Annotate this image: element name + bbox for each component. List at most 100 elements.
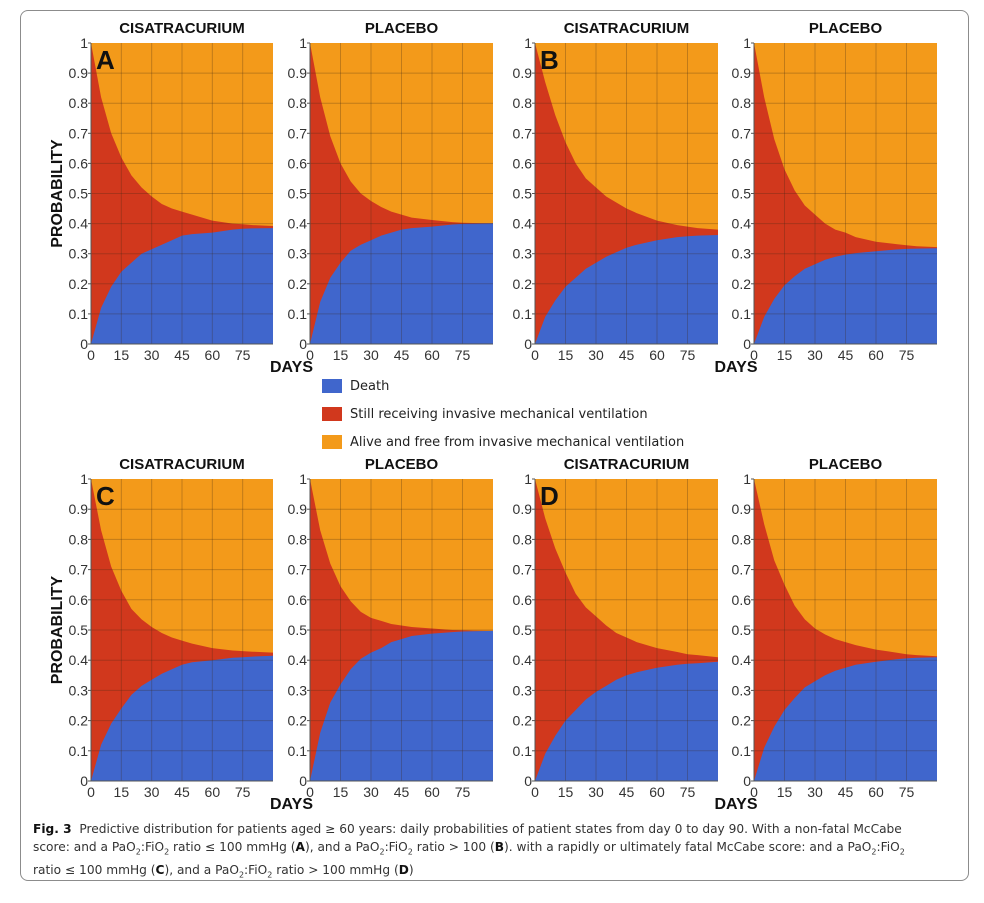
y-axis-title: PROBABILITY xyxy=(49,575,66,684)
y-tick-label: 0.9 xyxy=(69,65,89,81)
y-tick-label: 0.4 xyxy=(288,216,308,232)
subscript: 2 xyxy=(407,847,413,857)
x-tick-label: 75 xyxy=(235,784,251,800)
x-tick-label: 15 xyxy=(333,347,349,363)
y-tick-label: 0.6 xyxy=(513,155,533,171)
x-tick-label: 0 xyxy=(531,784,539,800)
x-tick-label: 60 xyxy=(205,784,221,800)
x-tick-label: 30 xyxy=(144,347,160,363)
y-tick-label: 0.8 xyxy=(732,95,752,111)
panel-title: CISATRACURIUM xyxy=(119,20,245,37)
y-tick-label: 0.8 xyxy=(69,531,89,547)
caption-text: :FiO xyxy=(140,840,165,854)
y-tick-label: 0.2 xyxy=(732,276,752,292)
x-tick-label: 60 xyxy=(868,784,884,800)
y-tick-label: 0.8 xyxy=(513,531,533,547)
panel-d-placebo: 0 0.1 0.2 0.3 0.4 0.5 0.6 0.7 0.8 0.9 1 0 15 30 45 60 75… xyxy=(732,456,937,800)
y-tick-label: 0.3 xyxy=(513,682,533,698)
y-tick-label: 0.4 xyxy=(288,652,308,668)
x-tick-label: 30 xyxy=(588,784,604,800)
y-tick-label: 0.9 xyxy=(513,501,533,517)
panel-letter-b: B xyxy=(540,45,559,75)
panel-title: CISATRACURIUM xyxy=(119,456,245,473)
x-tick-label: 30 xyxy=(807,784,823,800)
caption-text: ratio ≤ 100 mmHg ( xyxy=(169,840,296,854)
y-tick-label: 1 xyxy=(743,35,751,51)
x-tick-label: 45 xyxy=(174,784,190,800)
y-tick-label: 0.3 xyxy=(288,246,308,262)
y-tick-label: 0.8 xyxy=(69,95,89,111)
y-tick-label: 0.6 xyxy=(288,592,308,608)
panel-letter-c: C xyxy=(96,481,115,511)
panel-title: PLACEBO xyxy=(365,20,439,37)
y-tick-label: 0.1 xyxy=(513,306,533,322)
caption-text-1: Predictive distribution for patients age… xyxy=(79,822,902,836)
area-death xyxy=(754,657,937,781)
subscript: 2 xyxy=(871,847,877,857)
y-tick-label: 0.7 xyxy=(513,562,533,578)
legend-swatch-ventilation xyxy=(322,407,342,421)
caption-text: ), and a PaO xyxy=(304,840,380,854)
y-tick-label: 0.6 xyxy=(732,155,752,171)
panel-letter-a: A xyxy=(96,45,115,75)
y-tick-label: 0.3 xyxy=(69,246,89,262)
x-tick-label: 15 xyxy=(777,347,793,363)
legend-label-death: Death xyxy=(350,378,390,394)
y-tick-label: 0 xyxy=(524,773,532,789)
panel-c-cisatracurium: 0 0.1 0.2 0.3 0.4 0.5 0.6 0.7 0.8 0.9 1 0 15 30 45 60 75… xyxy=(69,456,273,800)
y-tick-label: 0.2 xyxy=(288,713,308,729)
y-tick-label: 0.1 xyxy=(288,743,308,759)
legend-swatch-alive-free xyxy=(322,435,342,449)
panel-d-cisatracurium: 0 0.1 0.2 0.3 0.4 0.5 0.6 0.7 0.8 0.9 1 0 15 30 45 60 75… xyxy=(513,456,718,800)
caption-text: ). with a rapidly or ultimately fatal Mc… xyxy=(504,840,872,854)
y-tick-label: 0 xyxy=(743,336,751,352)
y-tick-label: 0.9 xyxy=(513,65,533,81)
y-tick-label: 0 xyxy=(524,336,532,352)
x-tick-label: 30 xyxy=(588,347,604,363)
y-tick-label: 0.7 xyxy=(69,125,89,141)
panel-a-cisatracurium: 0 0.1 0.2 0.3 0.4 0.5 0.6 0.7 0.8 0.9 1 0 15 30 45 60 75… xyxy=(69,20,273,363)
y-tick-label: 0.2 xyxy=(513,713,533,729)
caption-text: :FiO xyxy=(876,840,900,854)
y-tick-label: 0.6 xyxy=(69,592,89,608)
panel-title: PLACEBO xyxy=(809,20,883,37)
x-tick-label: 45 xyxy=(394,347,410,363)
figure-frame xyxy=(20,10,969,881)
x-tick-label: 45 xyxy=(394,784,410,800)
panel-title: CISATRACURIUM xyxy=(564,20,690,37)
area-death xyxy=(310,630,493,781)
caption-text: ) xyxy=(408,863,414,878)
x-tick-label: 15 xyxy=(333,784,349,800)
legend: Death Still receiving invasive mechanica… xyxy=(322,372,684,456)
y-tick-label: 0.3 xyxy=(513,246,533,262)
y-tick-label: 1 xyxy=(299,471,307,487)
x-tick-label: 75 xyxy=(899,784,915,800)
y-tick-label: 0.3 xyxy=(288,682,308,698)
x-tick-label: 30 xyxy=(144,784,160,800)
y-tick-label: 0.5 xyxy=(732,186,752,202)
x-tick-label: 45 xyxy=(174,347,190,363)
x-tick-label: 0 xyxy=(306,347,314,363)
y-tick-label: 0.2 xyxy=(732,713,752,729)
caption-letter-a: A xyxy=(295,840,305,854)
x-tick-label: 0 xyxy=(750,347,758,363)
caption-text: :FiO xyxy=(384,840,408,854)
x-axis-title: DAYS xyxy=(270,796,313,813)
area-death xyxy=(91,228,273,344)
x-tick-label: 0 xyxy=(750,784,758,800)
y-tick-label: 0.5 xyxy=(288,622,308,638)
y-tick-label: 1 xyxy=(524,35,532,51)
y-tick-label: 0.5 xyxy=(513,622,533,638)
y-tick-label: 0.3 xyxy=(732,682,752,698)
panel-title: PLACEBO xyxy=(809,456,883,473)
y-tick-label: 1 xyxy=(80,35,88,51)
y-tick-label: 1 xyxy=(524,471,532,487)
caption-line-3: ratio ≤ 100 mmHg (C), and a PaO2:FiO2 ra… xyxy=(33,861,953,884)
caption-line-2: score: and a PaO2:FiO2 ratio ≤ 100 mmHg … xyxy=(33,838,953,861)
legend-item-ventilation: Still receiving invasive mechanical vent… xyxy=(322,400,684,428)
y-tick-label: 0.1 xyxy=(513,743,533,759)
y-tick-label: 0.1 xyxy=(69,306,89,322)
y-tick-label: 0 xyxy=(299,336,307,352)
x-axis-title: DAYS xyxy=(715,796,758,813)
caption-letter-b: B xyxy=(494,840,504,854)
